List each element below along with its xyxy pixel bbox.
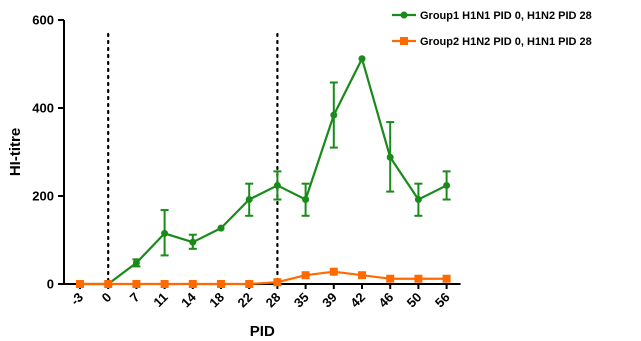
x-tick-label: 42 xyxy=(347,290,368,311)
data-point xyxy=(132,259,140,267)
x-axis-title: PID xyxy=(250,323,275,340)
x-tick-label: 14 xyxy=(178,289,199,310)
data-point xyxy=(443,181,451,189)
legend: Group1 H1N1 PID 0, H1N2 PID 28 Group2 H1N… xyxy=(392,10,592,48)
data-point xyxy=(302,196,310,204)
y-ticks: 0 200 400 600 xyxy=(32,13,64,292)
data-point xyxy=(188,280,197,288)
x-tick-label: 46 xyxy=(375,290,396,311)
data-point xyxy=(161,229,169,237)
data-point xyxy=(301,271,310,280)
legend-swatch-marker xyxy=(400,37,408,45)
x-tick-label: 11 xyxy=(150,290,170,310)
legend-entry: Group1 H1N1 PID 0, H1N2 PID 28 xyxy=(392,10,592,22)
x-tick-label: 7 xyxy=(127,290,143,306)
x-tick-label: 0 xyxy=(99,290,115,306)
data-point xyxy=(330,111,338,119)
x-tick-label: 18 xyxy=(206,290,227,311)
data-point xyxy=(273,181,281,189)
y-axis-title: HI-titre xyxy=(7,128,24,176)
data-point xyxy=(104,280,113,288)
series-2 xyxy=(76,267,451,288)
series-1 xyxy=(76,55,451,288)
data-point xyxy=(442,274,451,283)
data-point xyxy=(329,267,338,276)
data-point xyxy=(217,224,225,232)
y-tick-label: 400 xyxy=(32,101,54,116)
reference-lines xyxy=(107,32,279,286)
y-tick-label: 600 xyxy=(32,13,54,28)
data-point xyxy=(414,196,422,204)
data-point xyxy=(245,280,254,288)
axes xyxy=(63,20,461,285)
series xyxy=(76,55,451,288)
x-tick-label: 50 xyxy=(404,290,425,311)
y-tick-label: 200 xyxy=(32,189,54,204)
x-tick-label: 56 xyxy=(432,290,453,311)
data-point xyxy=(217,280,225,288)
x-tick-label: 39 xyxy=(319,290,340,311)
x-ticks: -3 0 7 11 14 18 22 28 35 39 42 46 50 56 xyxy=(67,284,453,311)
data-point xyxy=(132,280,141,288)
data-point xyxy=(189,238,197,246)
legend-label: Group2 H1N2 PID 0, H1N1 PID 28 xyxy=(420,36,592,48)
legend-entry: Group2 H1N2 PID 0, H1N1 PID 28 xyxy=(392,36,592,48)
data-point xyxy=(358,271,366,280)
x-tick-label: -3 xyxy=(67,290,86,309)
x-tick-label: 22 xyxy=(234,290,255,311)
data-point xyxy=(273,278,282,287)
data-point xyxy=(386,274,395,283)
data-point xyxy=(245,196,253,204)
y-tick-label: 0 xyxy=(47,277,54,292)
legend-label: Group1 H1N1 PID 0, H1N2 PID 28 xyxy=(420,10,592,22)
data-point xyxy=(386,153,394,161)
series-line xyxy=(80,270,447,286)
x-tick-label: 28 xyxy=(263,290,284,311)
legend-swatch-marker xyxy=(400,11,408,19)
data-point xyxy=(414,274,423,283)
data-point xyxy=(358,55,366,63)
data-point xyxy=(160,280,169,288)
x-tick-label: 35 xyxy=(291,290,312,311)
data-point xyxy=(76,280,84,288)
series-line xyxy=(80,57,448,286)
